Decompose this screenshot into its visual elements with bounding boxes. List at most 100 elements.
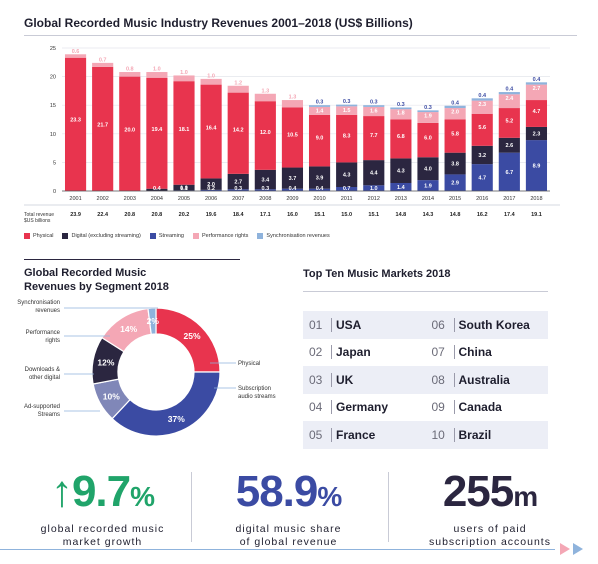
- data-label: 12.0: [260, 130, 271, 136]
- bar-segment: [525, 140, 548, 191]
- callout-label: Streams: [38, 412, 60, 418]
- data-label: 1.8: [397, 111, 405, 117]
- x-tick-label: 2008: [259, 196, 271, 202]
- callout-label: Physical: [238, 361, 260, 367]
- legend-swatch: [149, 233, 156, 239]
- market-separator: [453, 345, 455, 360]
- bar-segment: [417, 112, 439, 123]
- data-label: 1.0: [207, 73, 215, 79]
- x-tick-label: 2013: [395, 196, 407, 202]
- stat-caption-1: users of paid: [453, 523, 527, 535]
- data-label: 1.3: [262, 88, 270, 94]
- total-revenue-label: Total revenue $US billions: [24, 212, 54, 224]
- data-label: 2.3: [533, 132, 541, 138]
- bar-segment: [254, 101, 276, 170]
- stat-digital-share: 58.9% digital music share of global reve…: [196, 470, 381, 549]
- stat-number: 255: [442, 467, 514, 516]
- bar-segment: [254, 189, 276, 191]
- data-label: 7.7: [370, 133, 378, 139]
- market-rank: 09: [431, 400, 445, 415]
- bar-segment: [471, 113, 493, 146]
- market-rank: 05: [309, 427, 323, 442]
- legend-item-streaming: Streaming: [149, 233, 184, 239]
- data-label: 16.4: [206, 126, 218, 132]
- total-value-label: 16.0: [287, 212, 298, 218]
- data-label: 0.4: [533, 77, 542, 83]
- data-label: 6.7: [506, 170, 514, 176]
- data-label: 1.9: [424, 114, 432, 120]
- market-name: UK: [336, 372, 354, 387]
- total-value-label: 15.0: [341, 212, 352, 218]
- bar-segment: [471, 100, 493, 114]
- data-label: 1.0: [180, 70, 188, 76]
- bar-segment: [525, 126, 548, 141]
- bar-segment: [390, 119, 412, 159]
- market-separator: [453, 372, 455, 387]
- total-label-line2: $US billions: [24, 218, 51, 224]
- total-value-label: 22.4: [97, 212, 109, 218]
- total-value-label: 14.8: [450, 212, 461, 218]
- bar-segment: [336, 104, 358, 107]
- total-label-line1: Total revenue: [24, 212, 55, 218]
- bar-segment: [92, 62, 114, 67]
- stat-value: ↑9.7%: [20, 470, 185, 519]
- market-item: 07 China: [426, 345, 549, 360]
- market-separator: [453, 400, 455, 415]
- data-label: 18.1: [179, 127, 190, 133]
- bar-segment: [173, 184, 195, 191]
- market-name: Canada: [458, 400, 502, 415]
- data-label: 0.7: [343, 186, 351, 192]
- data-label: 8.3: [343, 134, 351, 140]
- data-label: 0.3: [397, 102, 405, 108]
- data-label: 1.4: [397, 185, 406, 191]
- market-separator: [331, 372, 332, 387]
- market-rank: 07: [431, 345, 445, 360]
- data-label: 2.6: [506, 143, 514, 149]
- data-label: 2.7: [533, 86, 541, 92]
- bar-segment: [254, 169, 276, 190]
- legend-item-synchronisation: Synchronisation revenues: [257, 233, 330, 239]
- data-label: 3.2: [478, 153, 486, 159]
- total-value-label: 19.6: [206, 212, 217, 218]
- bar-segment: [471, 98, 493, 101]
- stat-paid-subscriptions: 255m users of paid subscription accounts: [395, 470, 585, 549]
- data-label: 4.0: [424, 167, 432, 173]
- market-rank: 10: [431, 427, 445, 442]
- data-label: 0.4: [451, 100, 460, 106]
- y-tick-label: 25: [50, 46, 56, 52]
- data-label: 8.9: [533, 164, 541, 170]
- data-label: 1.4: [316, 108, 325, 114]
- legend-item-performance-rights: Performance rights: [192, 233, 248, 239]
- callout-label: Synchronisation: [17, 300, 60, 306]
- data-label: 14.2: [233, 128, 244, 134]
- data-label: 4.3: [397, 169, 405, 175]
- bar-segment: [200, 84, 222, 179]
- market-name: Australia: [458, 372, 510, 387]
- bar-segment: [146, 72, 168, 78]
- x-tick-label: 2014: [422, 196, 434, 202]
- market-rank: 02: [309, 345, 323, 360]
- data-label: 19.4: [152, 127, 164, 133]
- callout-label: Ad-supported: [24, 404, 60, 410]
- market-name: USA: [336, 317, 362, 332]
- bar-segment: [390, 109, 412, 120]
- bar-segment: [281, 188, 304, 191]
- stat-caption-1: global recorded music: [40, 523, 165, 535]
- x-tick-label: 2015: [449, 196, 461, 202]
- bar-segment: [119, 72, 141, 77]
- data-label: 0.3: [316, 100, 324, 106]
- legend-swatch: [257, 233, 264, 239]
- bar-segment: [200, 178, 222, 190]
- bar-segment: [525, 84, 548, 101]
- legend-item-physical: Physical: [24, 233, 53, 239]
- data-label: 1.2: [234, 80, 242, 86]
- total-value-label: 16.2: [477, 212, 488, 218]
- bar-segment: [498, 152, 520, 191]
- data-label: 1.0: [153, 67, 161, 73]
- total-value-label: 23.9: [70, 212, 81, 218]
- x-tick-label: 2007: [232, 196, 244, 202]
- market-name: Germany: [336, 400, 389, 415]
- bar-segment: [498, 137, 520, 153]
- stat-divider: [191, 472, 192, 542]
- stat-unit: m: [513, 481, 538, 512]
